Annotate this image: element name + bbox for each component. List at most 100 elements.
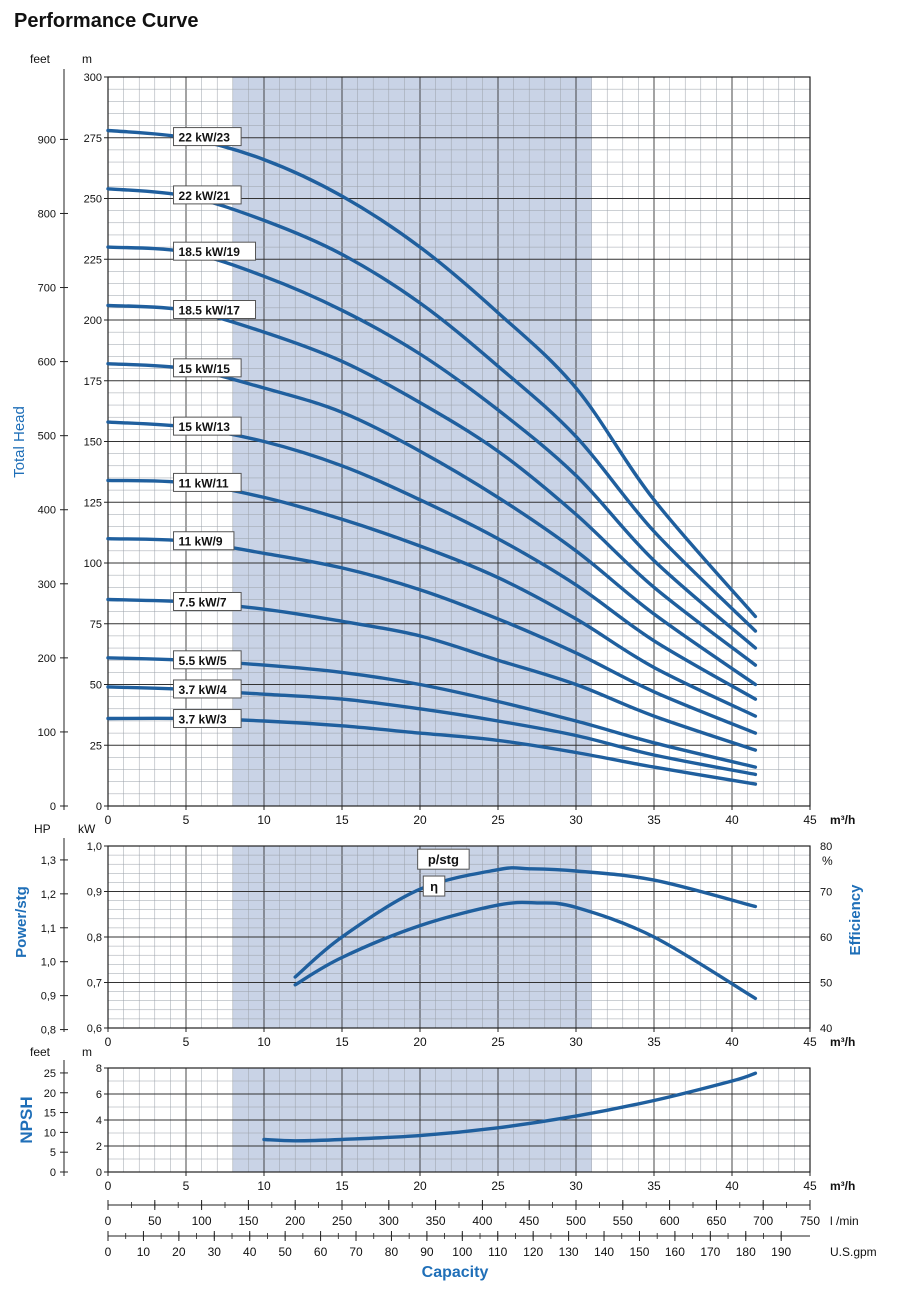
curve-label-text: 18.5 kW/19: [179, 245, 241, 259]
head-curve-label: 11 kW/9: [173, 531, 235, 551]
npsh-curve: [262, 1071, 758, 1143]
power-y-tick-kw: 0,9: [87, 887, 102, 899]
npsh-x-tick-label: 0: [105, 1179, 112, 1193]
npsh-x-tick-label: 5: [183, 1179, 190, 1193]
npsh-x-tick-label: 45: [803, 1179, 817, 1193]
npsh-x-unit: m³/h: [830, 1179, 855, 1193]
npsh-y-label: NPSH: [17, 1096, 36, 1143]
usgpm-tick-label: 80: [385, 1245, 399, 1259]
head-y-tick-feet: 400: [38, 505, 56, 517]
usgpm-tick-label: 150: [629, 1245, 649, 1259]
head-x-tick-label: 25: [491, 813, 505, 827]
head-y-tick-feet: 100: [38, 727, 56, 739]
usgpm-tick-label: 140: [594, 1245, 614, 1259]
head-x-tick-label: 30: [569, 813, 583, 827]
head-y-tick-m: 25: [90, 740, 102, 752]
head-y-tick-m: 275: [84, 133, 102, 145]
npsh-y-tick-m: 8: [96, 1063, 102, 1075]
head-y-tick-m: 100: [84, 558, 102, 570]
head-curve-label: 18.5 kW/19: [173, 241, 257, 261]
power-x-tick-label: 45: [803, 1035, 817, 1049]
curve-label-box: [173, 650, 242, 670]
power-x-unit: m³/h: [830, 1035, 855, 1049]
power-y-tick-hp: 1,1: [41, 923, 56, 935]
page-title: Performance Curve: [14, 10, 199, 32]
head-x-tick-label: 35: [647, 813, 661, 827]
curve-label-box: [422, 875, 446, 897]
head-x-tick-label: 20: [413, 813, 427, 827]
power-y-label: Power/stg: [13, 886, 30, 958]
curve-label-box: [173, 127, 242, 147]
usgpm-tick-label: 20: [172, 1245, 186, 1259]
lmin-tick-label: 50: [148, 1214, 162, 1228]
usgpm-tick-label: 50: [278, 1245, 292, 1259]
lmin-tick-label: 700: [753, 1214, 773, 1228]
head-y-tick-feet: 300: [38, 579, 56, 591]
head-y-tick-feet: 200: [38, 653, 56, 665]
head-feet-unit: feet: [30, 52, 51, 66]
curve-label-box: [417, 848, 470, 870]
usgpm-tick-label: 160: [665, 1245, 685, 1259]
power-x-tick-label: 35: [647, 1035, 661, 1049]
npsh-x-tick-label: 25: [491, 1179, 505, 1193]
curve-label-text: 18.5 kW/17: [179, 304, 241, 318]
curve-label-text: 15 kW/15: [179, 362, 231, 376]
curve-label-box: [173, 416, 242, 436]
efficiency-curve: [293, 900, 758, 1001]
efficiency-tick: 40: [820, 1023, 832, 1035]
power-x-tick-label: 5: [183, 1035, 190, 1049]
lmin-tick-label: 100: [192, 1214, 212, 1228]
curve-label-text: 7.5 kW/7: [179, 595, 227, 609]
head-y-tick-feet: 800: [38, 208, 56, 220]
efficiency-curve-label: η: [422, 875, 446, 897]
npsh-y-tick-feet: 0: [50, 1167, 56, 1179]
npsh-x-tick-label: 30: [569, 1179, 583, 1193]
npsh-x-tick-label: 10: [257, 1179, 271, 1193]
head-curve: [106, 128, 758, 619]
power-x-tick-label: 15: [335, 1035, 349, 1049]
usgpm-tick-label: 30: [208, 1245, 222, 1259]
usgpm-tick-label: 60: [314, 1245, 328, 1259]
curve-label-box: [173, 591, 242, 611]
head-y-tick-m: 50: [90, 680, 102, 692]
curve-label-box: [173, 709, 242, 729]
usgpm-tick-label: 170: [700, 1245, 720, 1259]
head-x-tick-label: 0: [105, 813, 112, 827]
power-y-tick-hp: 1,3: [41, 855, 56, 867]
head-y-tick-feet: 700: [38, 283, 56, 295]
power-x-tick-label: 40: [725, 1035, 739, 1049]
npsh-x-tick-label: 20: [413, 1179, 427, 1193]
head-curve: [106, 245, 758, 650]
head-curve-label: 3.7 kW/3: [173, 709, 242, 729]
head-y-tick-m: 75: [90, 619, 102, 631]
usgpm-tick-label: 120: [523, 1245, 543, 1259]
npsh-m-unit: m: [82, 1045, 92, 1059]
capacity-label: Capacity: [422, 1264, 489, 1281]
head-y-tick-m: 300: [84, 72, 102, 84]
head-x-tick-label: 40: [725, 813, 739, 827]
head-y-tick-feet: 600: [38, 357, 56, 369]
efficiency-tick: 50: [820, 978, 832, 990]
usgpm-tick-label: 40: [243, 1245, 257, 1259]
npsh-y-tick-m: 2: [96, 1141, 102, 1153]
head-curve-label: 3.7 kW/4: [173, 679, 242, 699]
curve-label-box: [173, 241, 257, 261]
curve-label-text: η: [430, 879, 438, 894]
curve-label-box: [173, 300, 257, 320]
npsh-y-tick-m: 4: [96, 1115, 102, 1127]
curve-label-box: [173, 185, 242, 205]
lmin-unit: l /min: [830, 1214, 859, 1228]
curve-label-text: 11 kW/9: [179, 535, 223, 549]
efficiency-tick: 70: [820, 887, 832, 899]
lmin-tick-label: 150: [238, 1214, 258, 1228]
power-curve-label: p/stg: [417, 848, 470, 870]
power-curve: [293, 866, 758, 979]
usgpm-tick-label: 0: [105, 1245, 112, 1259]
head-y-tick-feet: 900: [38, 134, 56, 146]
power-x-tick-label: 25: [491, 1035, 505, 1049]
head-y-tick-feet: 0: [50, 801, 56, 813]
lmin-tick-label: 0: [105, 1214, 112, 1228]
head-curve-label: 22 kW/21: [173, 185, 242, 205]
head-m-unit: m: [82, 52, 92, 66]
